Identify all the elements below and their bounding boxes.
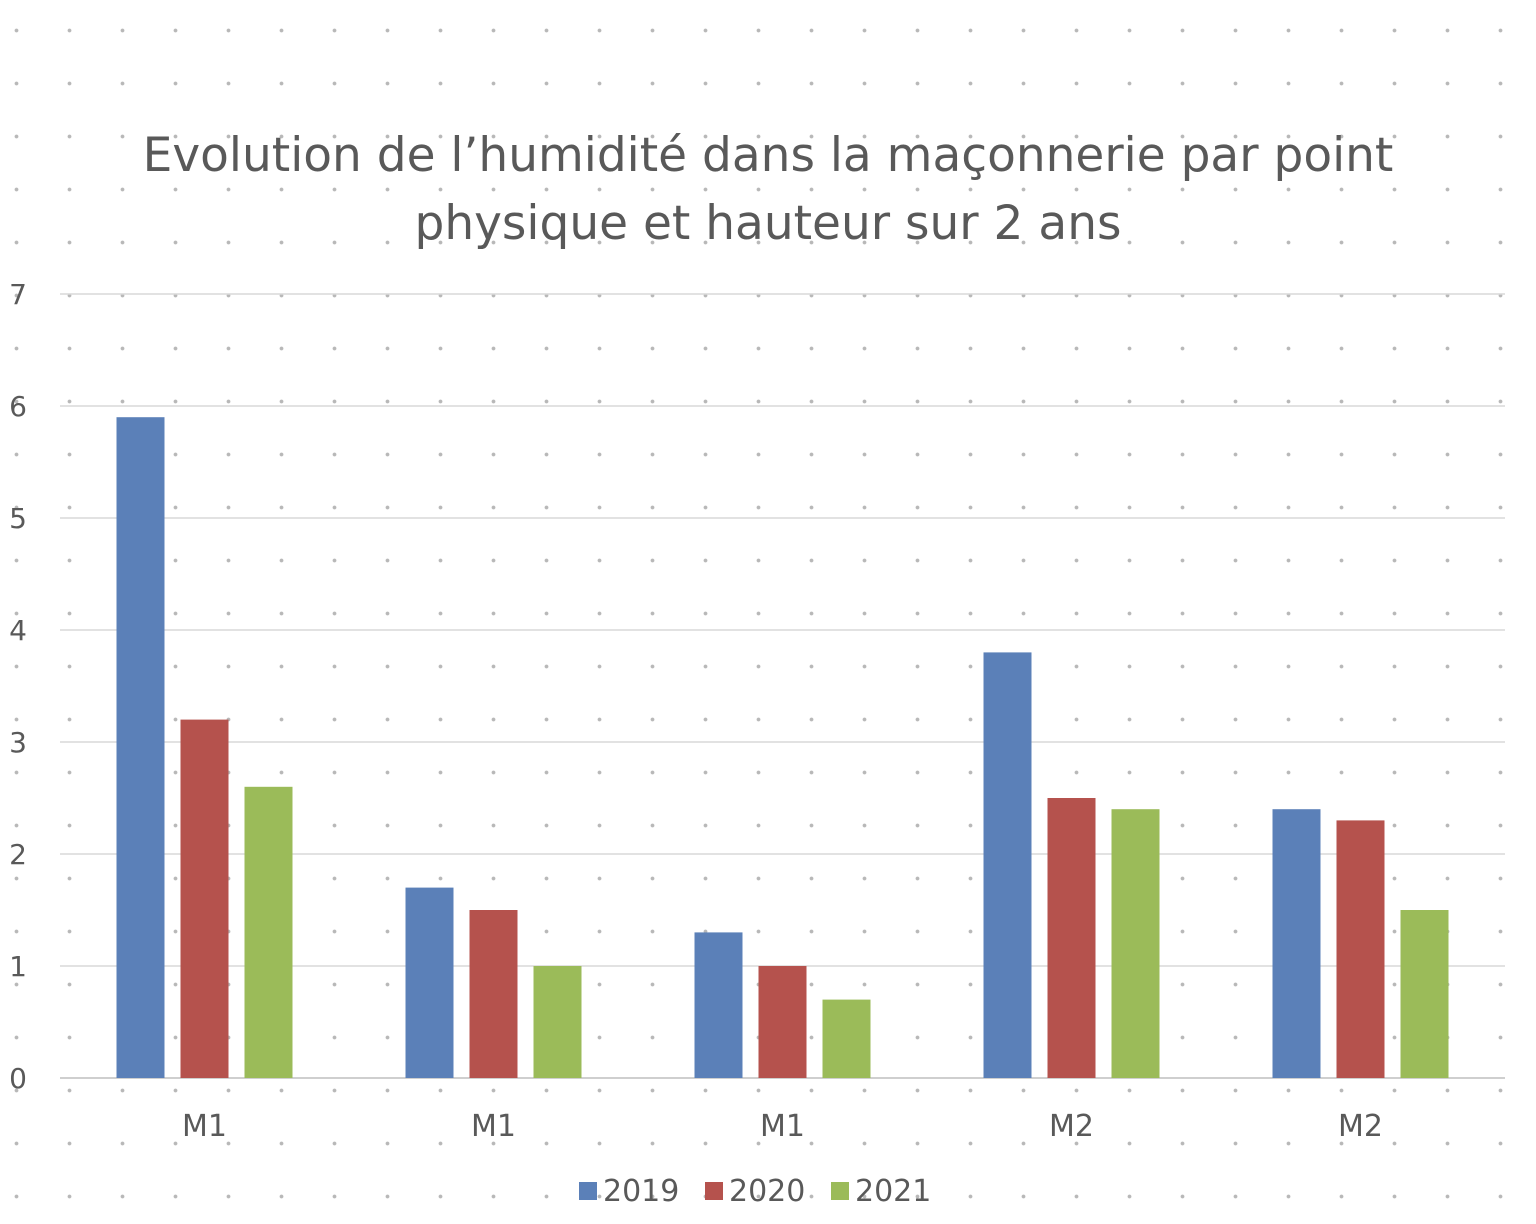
chart-title-line-1: Evolution de l’humidité dans la maçonner… [142,128,1394,183]
legend-swatch-2019 [579,1182,597,1200]
legend-swatch-2021 [831,1182,849,1200]
bar-2020-M1 [180,719,229,1078]
legend-swatch-2020 [705,1182,723,1200]
bars [116,417,1449,1078]
legend-label-2021: 2021 [855,1174,931,1209]
bar-2021-M2 [1111,809,1160,1078]
x-axis: M1 M1 M1 M2 M2 [182,1109,1383,1144]
bar-2019-M2 [983,652,1032,1078]
chart-title: Evolution de l’humidité dans la maçonner… [0,122,1536,258]
bar-2021-M2 [1400,910,1449,1078]
y-tick-label: 1 [9,950,27,983]
bar-2021-M1 [533,966,582,1078]
legend-label-2020: 2020 [729,1174,805,1209]
x-tick-label: M1 [471,1109,516,1144]
y-tick-label: 6 [9,390,27,423]
bar-2019-M1 [694,932,743,1078]
bar-2020-M1 [469,910,518,1078]
bar-2019-M1 [405,887,454,1078]
bar-2021-M1 [822,999,871,1078]
bar-2020-M1 [758,966,807,1078]
y-tick-label: 5 [9,502,27,535]
legend: 2019 2020 2021 [579,1174,931,1209]
x-tick-label: M2 [1338,1109,1383,1144]
gridlines [60,293,1505,1079]
bar-2021-M1 [244,786,293,1078]
bar-2019-M2 [1272,809,1321,1078]
y-tick-label: 4 [9,614,27,647]
chart-title-line-2: physique et hauteur sur 2 ans [414,196,1122,251]
bar-2020-M2 [1047,798,1096,1078]
x-tick-label: M1 [760,1109,805,1144]
legend-label-2019: 2019 [603,1174,679,1209]
y-tick-label: 0 [9,1062,27,1095]
x-tick-label: M2 [1049,1109,1094,1144]
bar-2019-M1 [116,417,165,1078]
x-tick-label: M1 [182,1109,227,1144]
bar-2020-M2 [1336,820,1385,1078]
y-axis: 0 1 2 3 4 5 6 7 [9,278,27,1095]
y-tick-label: 7 [9,278,27,311]
y-tick-label: 3 [9,726,27,759]
y-tick-label: 2 [9,838,27,871]
